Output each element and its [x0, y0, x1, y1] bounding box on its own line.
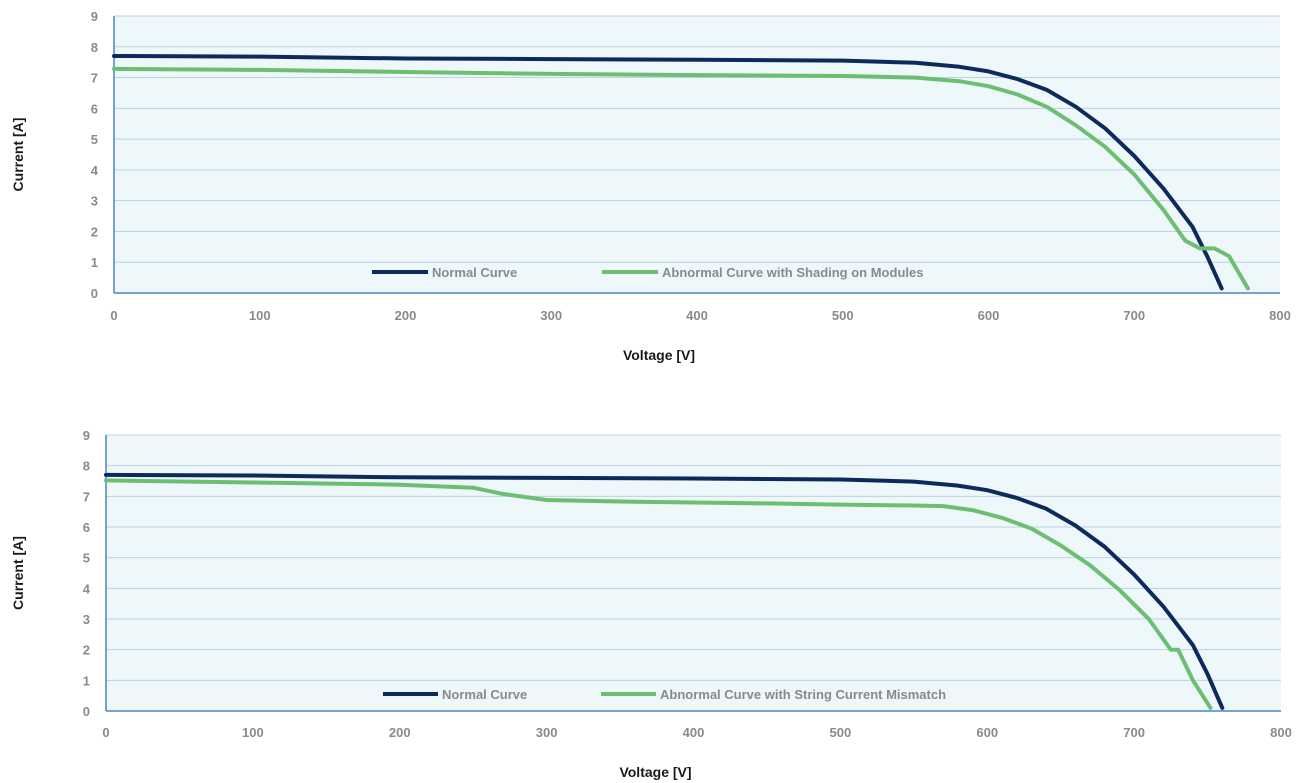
y-axis-title: Current [A] — [10, 118, 26, 192]
y-tick-label: 8 — [83, 459, 90, 474]
x-tick-label: 400 — [686, 308, 708, 323]
x-tick-label: 100 — [242, 725, 264, 740]
x-tick-label: 600 — [978, 308, 1000, 323]
plot-area — [114, 16, 1280, 293]
y-tick-label: 5 — [91, 132, 98, 147]
plot-area — [106, 435, 1281, 711]
legend-label-1: Normal Curve — [442, 687, 527, 702]
y-tick-label: 8 — [91, 40, 98, 55]
y-tick-label: 4 — [83, 581, 91, 596]
chart-1: 0 1 2 3 4 5 6 7 8 9 0 100 200 300 400 500 600 700 800 Volta… — [10, 9, 1291, 363]
x-tick-label: 0 — [110, 308, 117, 323]
y-tick-label: 2 — [91, 224, 98, 239]
series-line-2 — [104, 478, 1213, 710]
y-tick-label: 7 — [83, 489, 90, 504]
legend-label-1: Normal Curve — [432, 265, 517, 280]
x-tick-label: 200 — [389, 725, 411, 740]
series-line-1 — [112, 54, 1224, 291]
y-tick-label: 3 — [91, 194, 98, 209]
legend-label-2: Abnormal Curve with String Current Misma… — [660, 687, 946, 702]
x-tick-label: 300 — [536, 725, 558, 740]
y-tick-label: 5 — [83, 551, 90, 566]
x-tick-label: 400 — [683, 725, 705, 740]
x-axis-title: Voltage [V] — [619, 764, 691, 780]
x-tick-label: 500 — [832, 308, 854, 323]
y-tick-label: 6 — [91, 101, 98, 116]
legend-label-2: Abnormal Curve with Shading on Modules — [662, 265, 923, 280]
x-tick-label: 300 — [540, 308, 562, 323]
x-tick-label: 0 — [102, 725, 109, 740]
x-tick-label: 500 — [830, 725, 852, 740]
y-tick-label: 2 — [83, 643, 90, 658]
y-tick-label: 0 — [91, 286, 98, 301]
y-axis-title: Current [A] — [10, 536, 26, 610]
x-tick-label: 800 — [1269, 308, 1291, 323]
x-tick-label: 200 — [395, 308, 417, 323]
x-tick-label: 700 — [1123, 725, 1145, 740]
x-tick-label: 100 — [249, 308, 271, 323]
y-tick-label: 6 — [83, 520, 90, 535]
x-tick-label: 700 — [1123, 308, 1145, 323]
y-tick-label: 1 — [91, 255, 98, 270]
x-tick-label: 600 — [976, 725, 998, 740]
chart-2: 0 1 2 3 4 5 6 7 8 9 0 100 200 300 400 500 600 700 800 Volta… — [10, 428, 1292, 780]
y-tick-label: 4 — [91, 163, 99, 178]
y-tick-label: 9 — [91, 9, 98, 24]
y-tick-label: 0 — [83, 704, 90, 719]
series-line-2 — [112, 66, 1250, 291]
x-axis-title: Voltage [V] — [623, 347, 695, 363]
y-tick-label: 9 — [83, 428, 90, 443]
series-line-1 — [104, 472, 1225, 710]
x-tick-label: 800 — [1270, 725, 1292, 740]
y-tick-label: 3 — [83, 612, 90, 627]
y-tick-label: 7 — [91, 71, 98, 86]
y-tick-label: 1 — [83, 673, 90, 688]
